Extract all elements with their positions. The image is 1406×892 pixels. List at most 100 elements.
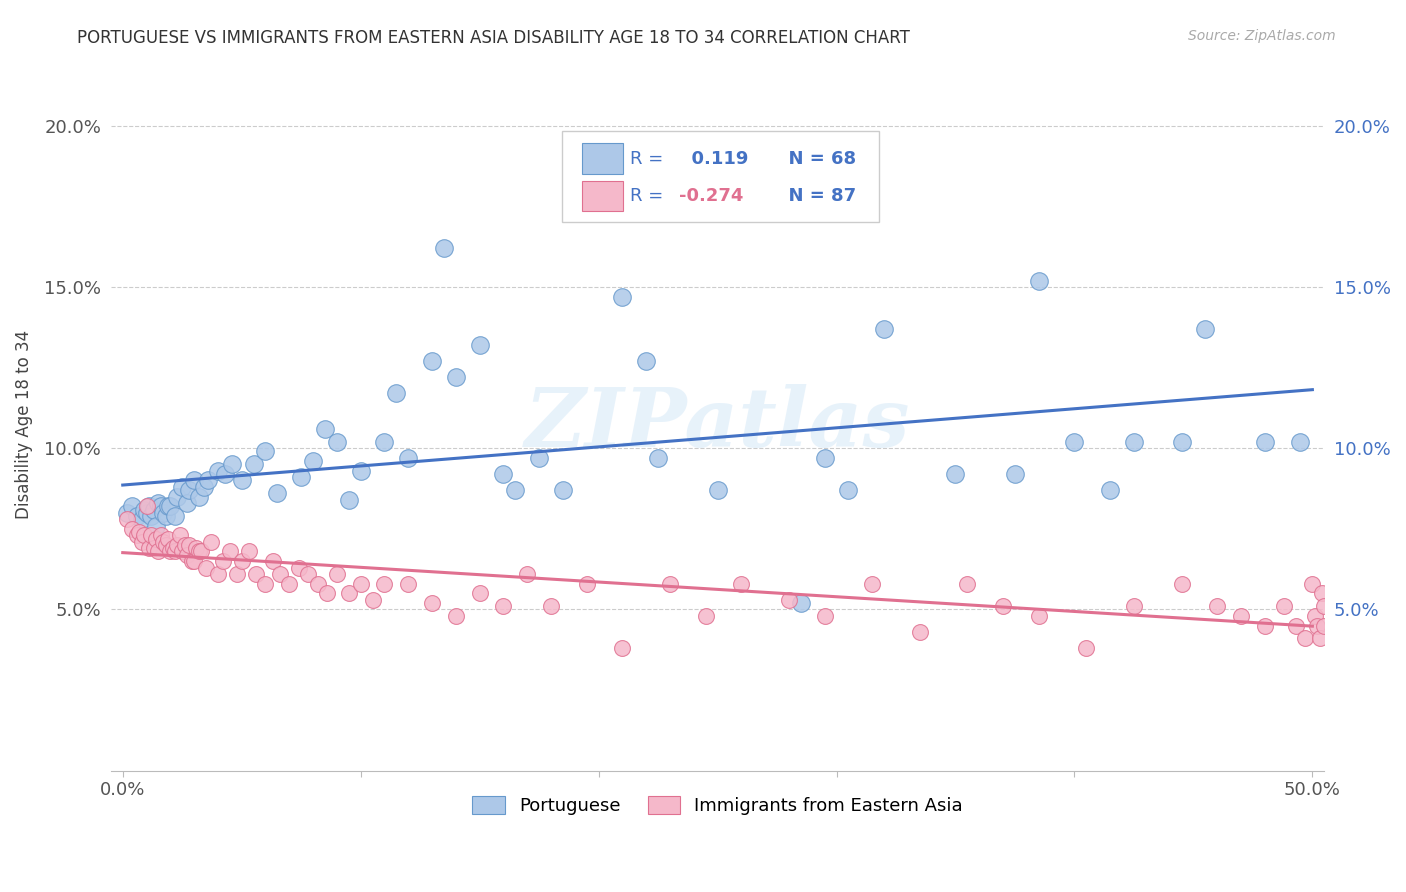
Point	[350, 464, 373, 478]
Point	[166, 538, 188, 552]
Point	[575, 193, 598, 207]
Point	[278, 576, 301, 591]
Point	[187, 490, 209, 504]
Point	[1254, 434, 1277, 449]
Text: ZIPatlas: ZIPatlas	[524, 384, 910, 464]
Point	[814, 450, 837, 465]
Point	[1099, 483, 1122, 498]
Point	[145, 532, 167, 546]
Point	[117, 512, 139, 526]
Point	[350, 576, 373, 591]
Point	[444, 608, 467, 623]
Point	[211, 554, 233, 568]
FancyBboxPatch shape	[562, 131, 879, 221]
Point	[908, 625, 931, 640]
Text: PORTUGUESE VS IMMIGRANTS FROM EASTERN ASIA DISABILITY AGE 18 TO 34 CORRELATION C: PORTUGUESE VS IMMIGRANTS FROM EASTERN AS…	[77, 29, 910, 46]
Point	[1306, 618, 1329, 632]
Point	[159, 500, 181, 514]
Point	[730, 576, 752, 591]
Point	[145, 518, 167, 533]
Point	[125, 528, 148, 542]
Point	[226, 567, 249, 582]
Text: N = 68: N = 68	[776, 150, 856, 168]
Point	[262, 554, 284, 568]
FancyBboxPatch shape	[582, 181, 623, 211]
Y-axis label: Disability Age 18 to 34: Disability Age 18 to 34	[15, 329, 32, 518]
Point	[186, 541, 208, 556]
Point	[221, 458, 243, 472]
Point	[1194, 322, 1216, 336]
Point	[1310, 586, 1333, 600]
Point	[245, 567, 267, 582]
Point	[837, 483, 859, 498]
Point	[214, 467, 236, 481]
Point	[141, 508, 163, 523]
Point	[1313, 599, 1336, 614]
Point	[142, 502, 165, 516]
Point	[468, 338, 491, 352]
Point	[197, 474, 219, 488]
Point	[242, 458, 264, 472]
Point	[316, 586, 339, 600]
Point	[266, 486, 288, 500]
Point	[173, 538, 195, 552]
Point	[231, 554, 253, 568]
Point	[575, 576, 598, 591]
Point	[155, 538, 177, 552]
Point	[505, 483, 527, 498]
Point	[121, 522, 143, 536]
Point	[420, 354, 443, 368]
Point	[326, 567, 349, 582]
Text: R =: R =	[630, 150, 669, 168]
Point	[297, 567, 319, 582]
Point	[218, 544, 240, 558]
Point	[117, 506, 139, 520]
Point	[125, 508, 148, 523]
Point	[180, 554, 202, 568]
Point	[326, 434, 349, 449]
Point	[1308, 632, 1330, 646]
Point	[148, 496, 170, 510]
Text: N = 87: N = 87	[776, 187, 856, 205]
Legend: Portuguese, Immigrants from Eastern Asia: Portuguese, Immigrants from Eastern Asia	[463, 787, 972, 824]
Point	[176, 496, 198, 510]
Point	[314, 422, 336, 436]
Point	[149, 528, 172, 542]
Point	[444, 370, 467, 384]
Point	[207, 464, 229, 478]
Point	[612, 290, 634, 304]
Point	[991, 599, 1014, 614]
Point	[659, 576, 682, 591]
Point	[860, 576, 883, 591]
Point	[195, 560, 218, 574]
Point	[695, 608, 717, 623]
Point	[1301, 576, 1323, 591]
Point	[179, 538, 201, 552]
Point	[361, 592, 384, 607]
Text: R =: R =	[630, 187, 669, 205]
Point	[1289, 434, 1312, 449]
Point	[1254, 618, 1277, 632]
Point	[1272, 599, 1295, 614]
Point	[135, 500, 157, 514]
Point	[187, 544, 209, 558]
Point	[790, 596, 813, 610]
Point	[183, 554, 205, 568]
Point	[302, 454, 325, 468]
Point	[131, 512, 153, 526]
Point	[778, 592, 800, 607]
Point	[156, 532, 179, 546]
Point	[200, 534, 222, 549]
Point	[238, 544, 260, 558]
Point	[814, 608, 837, 623]
Point	[1294, 632, 1316, 646]
Point	[159, 544, 181, 558]
Point	[1170, 434, 1192, 449]
Point	[647, 450, 669, 465]
Point	[1063, 434, 1085, 449]
Point	[131, 534, 153, 549]
Point	[540, 599, 562, 614]
Point	[873, 322, 896, 336]
Point	[396, 450, 419, 465]
Point	[138, 500, 160, 514]
